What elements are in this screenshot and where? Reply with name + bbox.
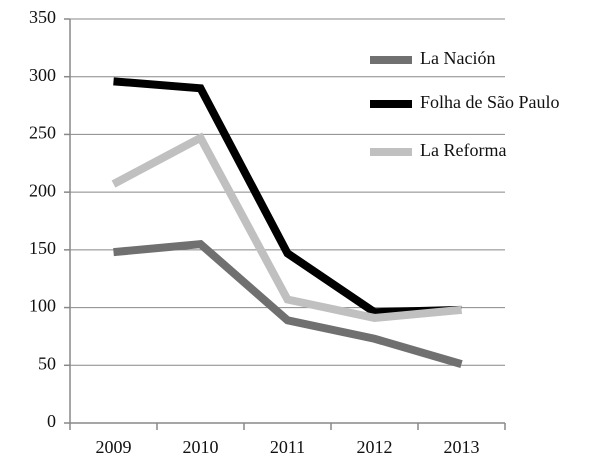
legend-label: Folha de São Paulo (420, 92, 560, 112)
x-tick-label: 2011 (270, 437, 305, 457)
y-tick-label: 150 (29, 238, 56, 258)
y-tick-label: 350 (29, 7, 56, 27)
y-tick-label: 200 (29, 180, 56, 200)
y-tick-label: 300 (29, 65, 56, 85)
y-tick-label: 100 (29, 296, 56, 316)
y-tick-label: 250 (29, 123, 56, 143)
y-tick-label: 50 (38, 353, 56, 373)
series-line (111, 132, 462, 322)
series-line (113, 239, 463, 368)
legend-label: La Nación (420, 48, 495, 68)
legend-label: La Reforma (420, 140, 506, 160)
x-tick-label: 2010 (183, 437, 219, 457)
x-tick-label: 2012 (357, 437, 393, 457)
x-tick-label: 2009 (96, 437, 132, 457)
x-tick-label: 2013 (444, 437, 480, 457)
series-line (113, 77, 462, 317)
y-tick-label: 0 (47, 411, 56, 431)
